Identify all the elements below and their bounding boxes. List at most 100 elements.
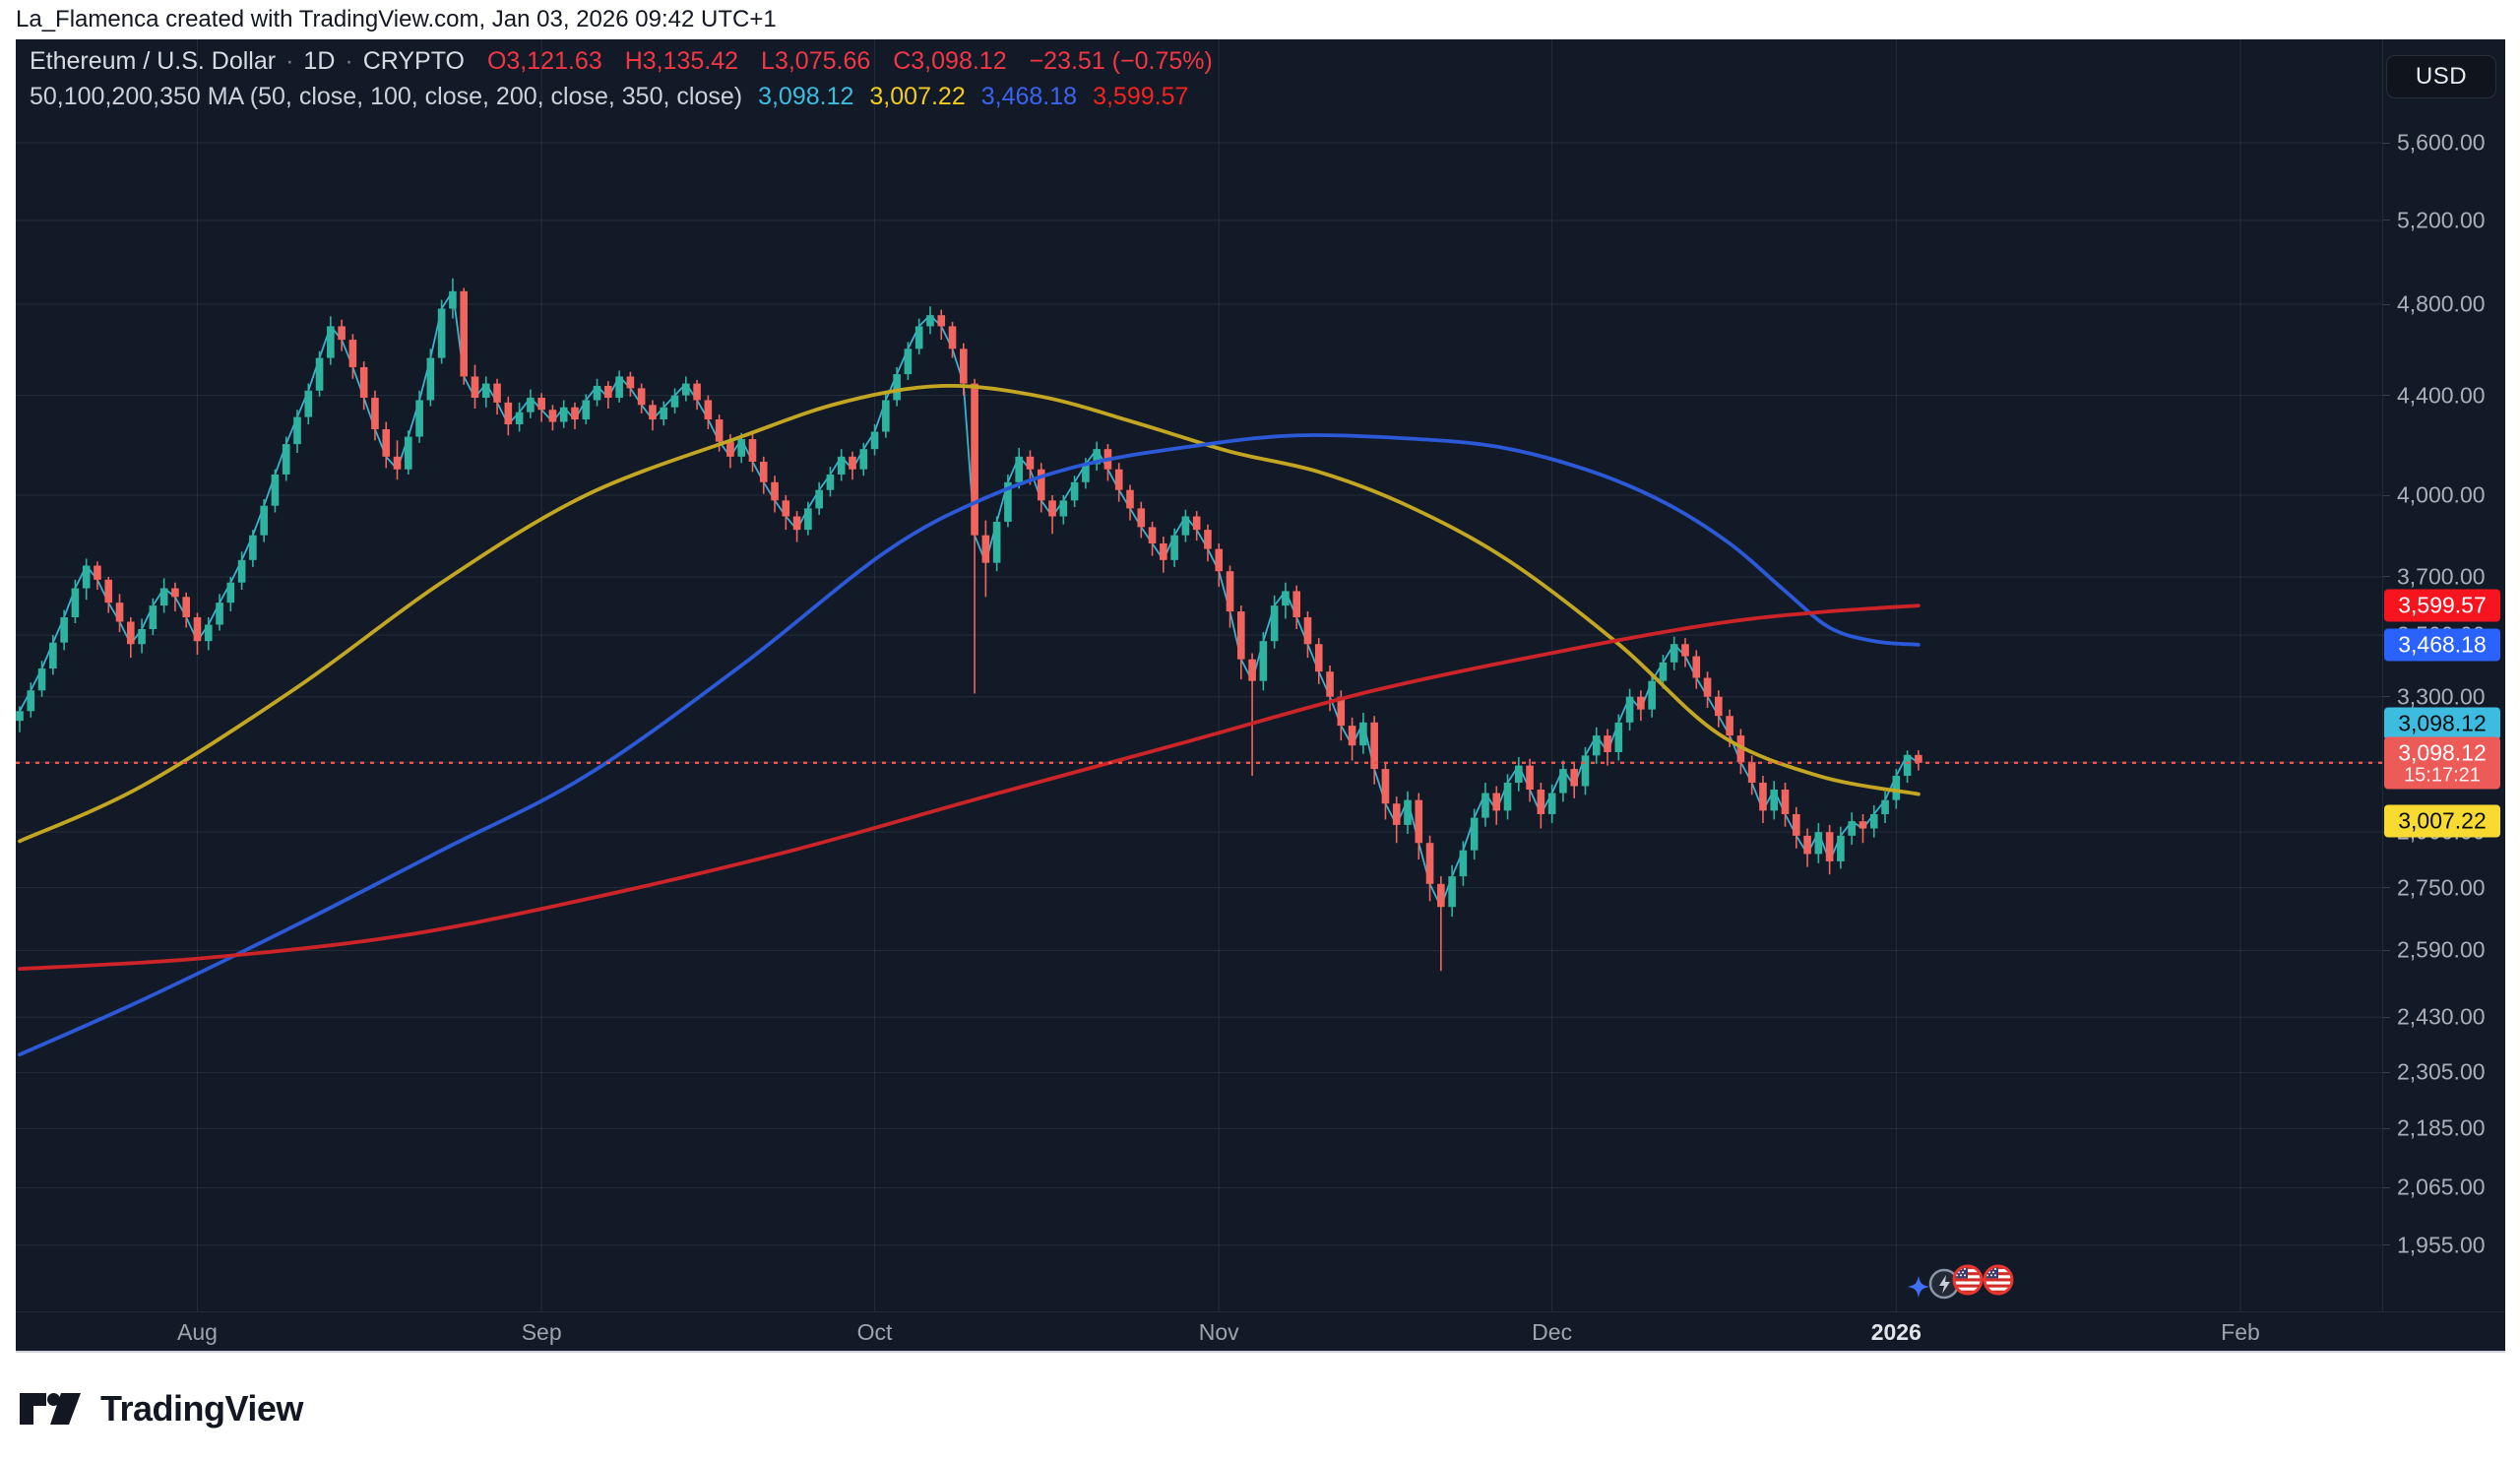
candle: [1270, 595, 1279, 649]
candle: [1359, 712, 1367, 754]
interval[interactable]: 1D: [303, 47, 336, 75]
currency-toggle-button[interactable]: USD: [2386, 55, 2496, 98]
candle: [493, 378, 501, 415]
time-tick-label-sep: Sep: [521, 1319, 562, 1345]
chart-header: Ethereum / U.S. Dollar · 1D · CRYPTO O3,121.…: [30, 47, 1213, 76]
candle: [1492, 786, 1501, 825]
current-price-label: 3,098.12 15:17:21: [2384, 736, 2500, 790]
candle: [837, 449, 846, 481]
candle: [1259, 632, 1268, 691]
symbol-title[interactable]: Ethereum / U.S. Dollar: [30, 47, 277, 75]
candle: [1282, 582, 1290, 619]
candle: [1503, 774, 1512, 820]
candle: [670, 388, 679, 413]
candle: [504, 396, 513, 436]
time-axis[interactable]: Aug Sep Oct Nov Dec 2026 Feb: [16, 1311, 2505, 1352]
candle: [1204, 524, 1212, 562]
candle: [1248, 653, 1256, 777]
ma-price-label: 3,007.22: [2384, 804, 2500, 838]
candle: [782, 495, 790, 531]
price-tick-mark: [2383, 1016, 2390, 1018]
us-flag-icon[interactable]: [1952, 1264, 1984, 1296]
candle: [926, 306, 934, 335]
candle: [1515, 757, 1523, 792]
candle: [1559, 760, 1567, 802]
candle: [71, 579, 80, 623]
countdown: 15:17:21: [2404, 764, 2481, 787]
candle: [1037, 463, 1045, 513]
candle: [1192, 511, 1201, 541]
candle: [1126, 484, 1134, 521]
price-axis[interactable]: 5,600.00 5,200.00 4,800.00 4,400.00 4,000.00…: [2382, 39, 2506, 1311]
attribution-text: La_Flamenca created with TradingView.com…: [16, 6, 777, 32]
candle: [992, 516, 1001, 572]
candle: [759, 456, 768, 494]
candle: [1226, 565, 1234, 628]
candle: [1781, 783, 1790, 827]
price-tick-label: 2,590.00: [2397, 936, 2486, 963]
candle: [1592, 727, 1601, 764]
ma-line-ma350: [18, 603, 1921, 972]
candle: [882, 394, 890, 438]
event-markers[interactable]: [1890, 1263, 2018, 1315]
price-tick-mark: [2383, 1071, 2390, 1073]
candle: [704, 395, 713, 430]
candle: [582, 394, 591, 425]
candle: [1637, 690, 1645, 722]
ma-value-3: 3,599.57: [1093, 83, 1189, 110]
candle: [1015, 447, 1023, 489]
candle: [405, 430, 412, 475]
price-tick-label: 2,305.00: [2397, 1058, 2486, 1085]
candle: [1181, 509, 1190, 542]
candle: [260, 499, 268, 542]
time-tick-label-2026: 2026: [1870, 1319, 1922, 1345]
price-tick-label: 4,000.00: [2397, 481, 2486, 508]
candle: [1048, 495, 1056, 535]
ohlc-open: O3,121.63: [486, 47, 602, 75]
us-flag-icon[interactable]: [1983, 1264, 2014, 1296]
ma-study-title[interactable]: 50,100,200,350 MA (50, close, 100, close…: [30, 83, 743, 110]
candle: [537, 393, 545, 422]
candle: [1470, 808, 1479, 860]
ohlc-high: H3,135.42: [624, 47, 739, 75]
separator: ·: [285, 47, 294, 75]
candle: [1348, 717, 1356, 761]
exchange: CRYPTO: [362, 47, 465, 75]
candle: [1858, 813, 1867, 844]
candle: [1625, 688, 1634, 731]
price-tick-label: 2,750.00: [2397, 874, 2486, 901]
price-tick-mark: [2383, 887, 2390, 889]
ohlc-low: L3,075.66: [761, 47, 871, 75]
candle: [948, 321, 957, 358]
candle: [1160, 537, 1167, 573]
candle: [1148, 521, 1157, 556]
tradingview-logo[interactable]: TradingView: [20, 1388, 303, 1429]
candle: [804, 501, 812, 536]
candlestick-chart: [16, 39, 2382, 1311]
candle: [1547, 784, 1556, 824]
candle: [1448, 864, 1456, 918]
price-tick-label: 3,300.00: [2397, 683, 2486, 710]
candle: [626, 371, 635, 397]
candle: [815, 481, 823, 516]
candle: [1026, 450, 1035, 485]
candle: [1437, 876, 1445, 972]
candle: [315, 350, 324, 397]
candle: [1481, 783, 1489, 827]
candle: [437, 299, 446, 364]
candle: [1848, 812, 1856, 846]
candle: [527, 389, 535, 418]
candle: [249, 530, 257, 567]
candle: [1314, 638, 1323, 684]
candle: [1381, 762, 1390, 820]
candle: [1881, 791, 1889, 824]
candle: [1726, 709, 1733, 747]
price-tick-mark: [2383, 949, 2390, 951]
candle: [348, 334, 357, 379]
candle: [393, 440, 402, 480]
candle: [1614, 714, 1623, 761]
candle: [593, 378, 601, 407]
candle: [159, 578, 168, 613]
sparkle-icon[interactable]: [1908, 1276, 1929, 1298]
candle: [415, 390, 423, 443]
